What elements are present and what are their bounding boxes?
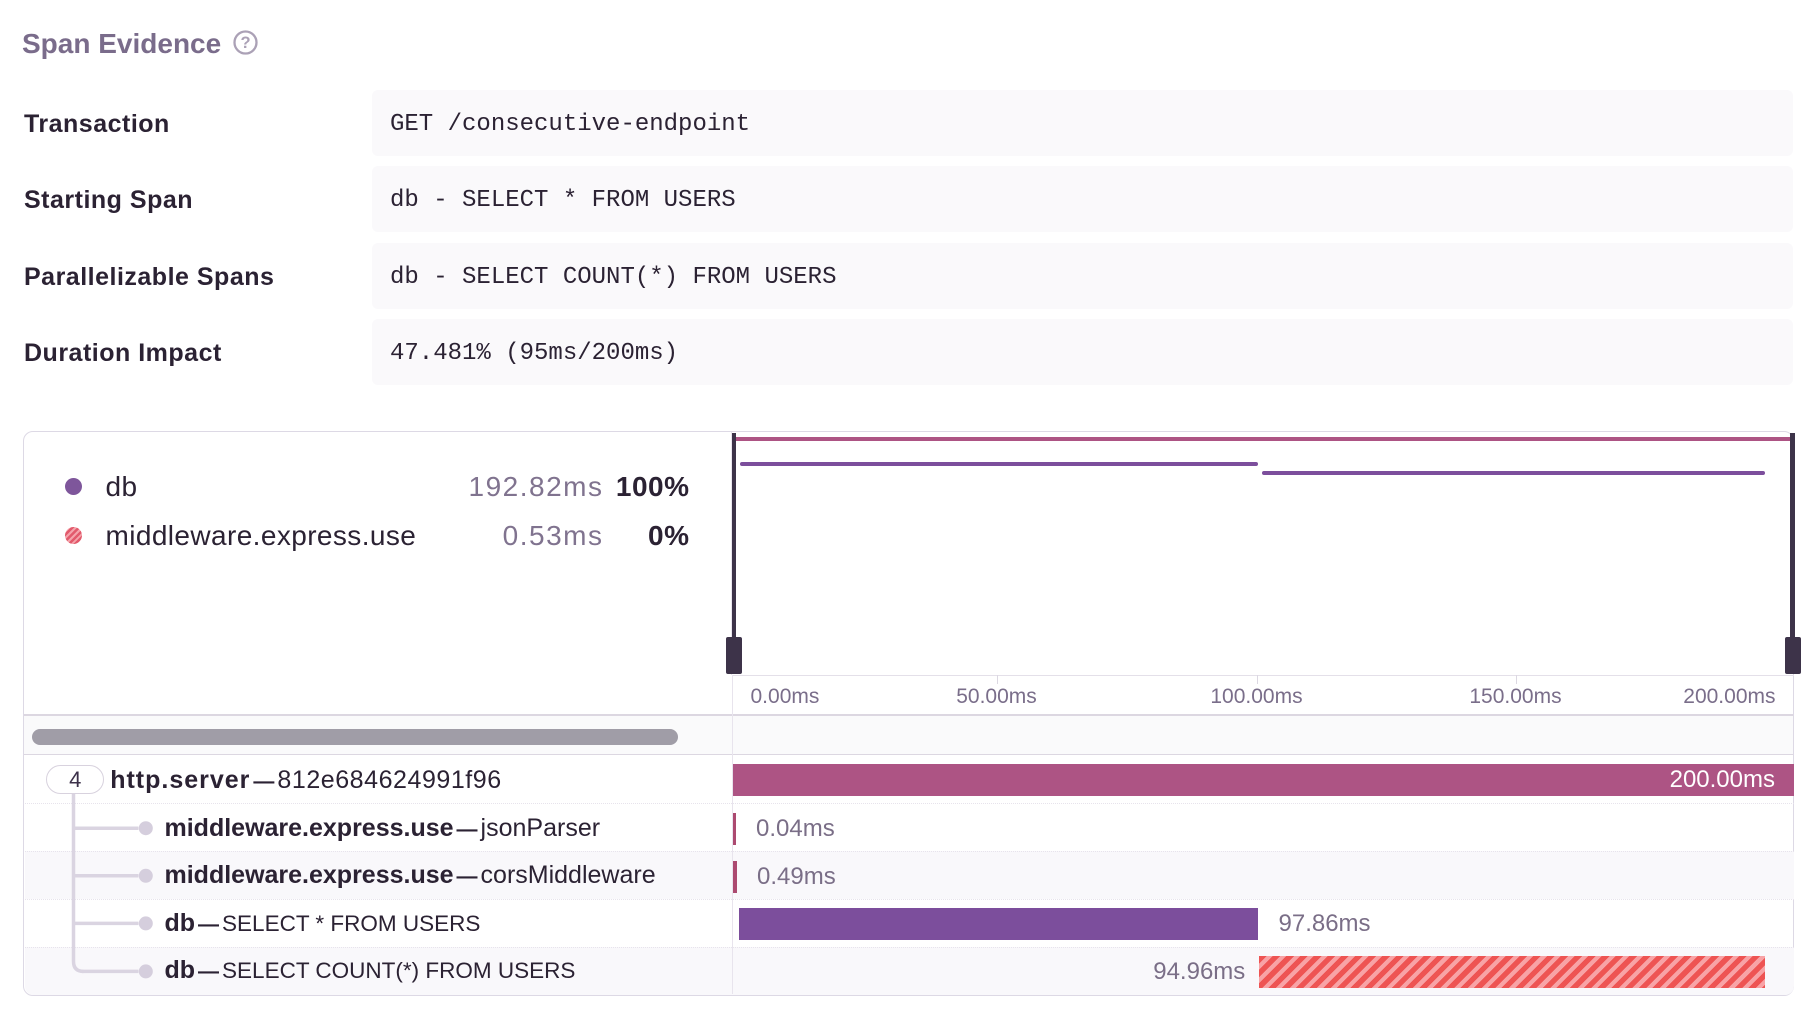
svg-text:?: ? [240,34,250,52]
